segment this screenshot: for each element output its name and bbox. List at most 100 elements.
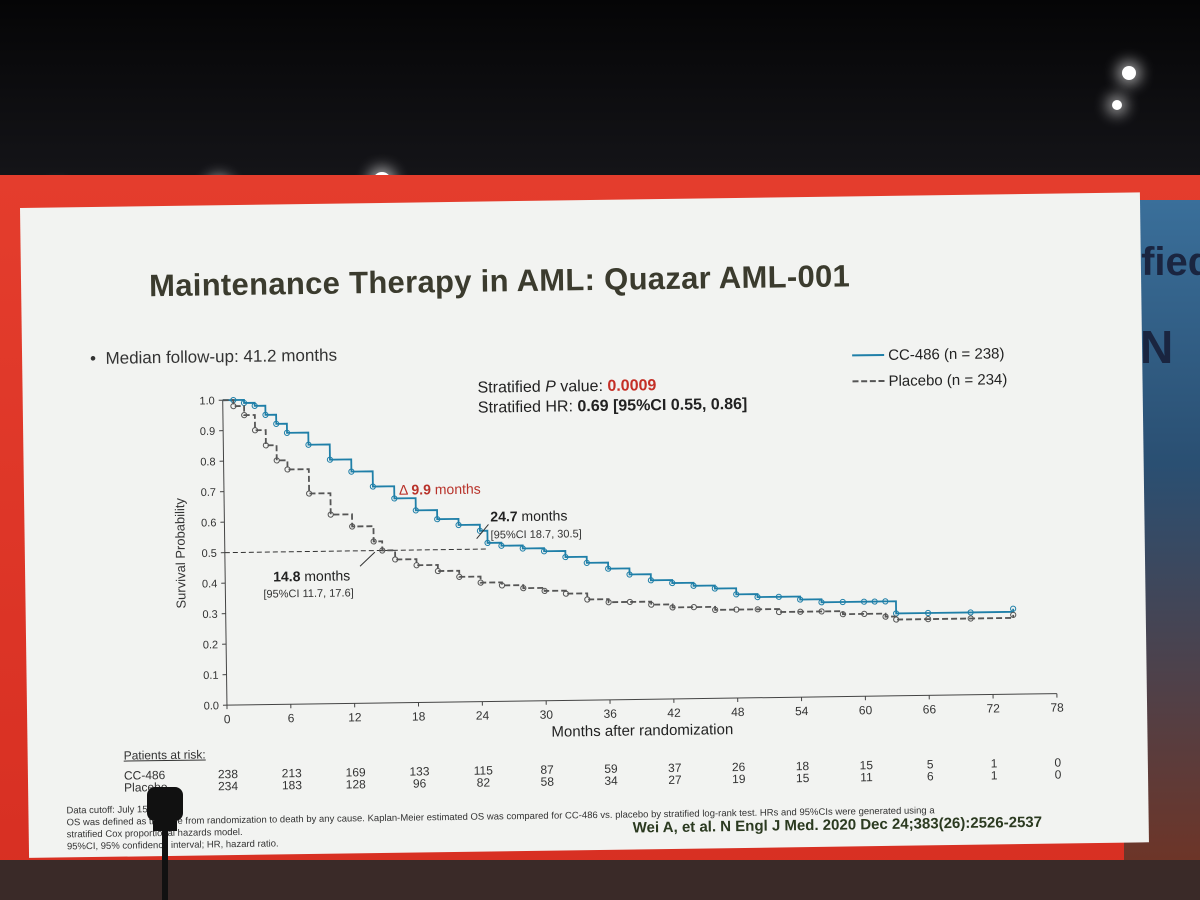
bullet-text: Median follow-up: 41.2 months: [105, 345, 338, 368]
legend-swatch-solid: [852, 353, 885, 357]
y-tick-label: 0.8: [200, 456, 215, 468]
placebo-median-ci: [95%CI 11.7, 17.6]: [263, 587, 353, 600]
cc486-censor-mark: [369, 483, 376, 490]
risk-cell: 82: [476, 775, 491, 790]
ceiling-light: [1122, 66, 1136, 80]
placebo-censor-mark: [893, 616, 900, 623]
ceiling-light: [1112, 100, 1122, 110]
cc486-censor-mark: [583, 559, 590, 566]
placebo-censor-mark: [456, 573, 463, 580]
placebo-censor-mark: [690, 604, 697, 611]
placebo-censor-mark: [839, 611, 847, 618]
camera-silhouette: [147, 787, 183, 900]
median-reference-line: [224, 548, 488, 554]
cc486-censor-mark: [434, 516, 441, 523]
x-tick-label: 72: [986, 701, 1000, 715]
y-tick-label: 0.9: [200, 426, 215, 438]
placebo-median-label: 14.8 months: [273, 567, 350, 584]
y-axis-label: Survival Probability: [172, 497, 189, 608]
cc486-censor-mark: [967, 609, 974, 616]
cc486-censor-mark: [1010, 605, 1017, 612]
placebo-median-pointer: [359, 551, 376, 567]
placebo-censor-mark: [626, 598, 634, 606]
placebo-censor-mark: [498, 582, 506, 589]
risk-cell: 11: [860, 770, 873, 785]
y-tick-label: 0.5: [201, 548, 216, 560]
placebo-censor-mark: [273, 457, 280, 464]
risk-cell: 58: [540, 774, 555, 789]
y-tick-label: 0.7: [201, 487, 216, 499]
risk-cell: 0: [1054, 767, 1062, 782]
cc486-censor-mark: [262, 411, 269, 418]
cc486-censor-mark: [455, 521, 462, 529]
placebo-censor-mark: [284, 466, 291, 473]
cc486-median-pointer: [476, 524, 489, 539]
y-tick-label: 1.0: [199, 395, 214, 407]
cc486-censor-mark: [860, 598, 868, 605]
cc486-censor-mark: [797, 596, 804, 603]
x-tick-label: 54: [795, 704, 809, 718]
cc486-censor-mark: [647, 577, 655, 584]
km-chart: 0 6 12 18 24 30 36 42 48 54 60 66 72 78 0.0 0.1 0.2 0.3 0.…: [172, 395, 1064, 741]
placebo-censor-mark: [605, 599, 612, 606]
x-tick-label: 30: [540, 708, 554, 722]
risk-cell: 96: [412, 776, 427, 791]
placebo-censor-mark: [262, 442, 270, 449]
cc486-censor-mark: [348, 468, 355, 475]
cc486-censor-mark: [412, 507, 419, 514]
cc486-censor-mark: [498, 542, 505, 549]
placebo-censor-mark: [327, 511, 334, 518]
risk-cell: 128: [345, 777, 366, 792]
cc486-censor-mark: [754, 593, 761, 601]
risk-cell: 6: [926, 769, 934, 784]
y-tick-label: 0.0: [204, 700, 219, 712]
side-screen-text: N: [1140, 321, 1174, 373]
cc486-censor-mark: [391, 495, 398, 502]
placebo-censor-mark: [251, 427, 259, 434]
x-tick-label: 6: [288, 711, 295, 725]
placebo-censor-mark: [967, 615, 974, 622]
cc486-censor-mark: [839, 598, 846, 606]
placebo-censor-mark: [520, 585, 527, 592]
placebo-censor-mark: [434, 567, 442, 575]
cc486-censor-mark: [690, 582, 697, 589]
placebo-censor-mark: [562, 590, 570, 597]
x-tick-label: 24: [476, 708, 490, 722]
x-axis-label: Months after randomization: [551, 721, 733, 741]
x-tick-label: 12: [348, 710, 362, 724]
chart-annotations: Δ 9.9 months 24.7 months [95%CI 18.7, 30…: [263, 481, 581, 601]
risk-cell: 27: [668, 772, 682, 788]
side-screen-text: ified: [1130, 240, 1200, 284]
legend-label: CC-486 (n = 238): [888, 344, 1005, 364]
placebo-censor-mark: [230, 403, 237, 410]
x-tick-label: 36: [603, 707, 617, 721]
placebo-censor-mark: [541, 587, 548, 595]
placebo-censor-mark: [584, 596, 591, 603]
x-axis-line: [226, 693, 1057, 706]
risk-table-title: Patients at risk:: [123, 747, 206, 763]
y-tick-label: 0.6: [201, 517, 216, 529]
risk-cell: 183: [281, 778, 303, 793]
stage-floor: [0, 860, 1200, 900]
cc486-censor-mark: [251, 402, 258, 409]
placebo-censor-mark: [349, 523, 356, 530]
placebo-censor-mark: [775, 608, 783, 616]
chart-axes: 0 6 12 18 24 30 36 42 48 54 60 66 72 78 0.0 0.1 0.2 0.3 0.…: [172, 395, 1064, 741]
risk-cell: 1: [990, 768, 998, 783]
cc486-censor-mark: [626, 571, 633, 578]
placebo-censor-mark: [241, 412, 248, 419]
cc486-censor-mark: [273, 420, 280, 427]
placebo-censor-mark: [925, 616, 932, 623]
risk-cell: 234: [217, 779, 239, 794]
y-tick-label: 0.2: [203, 639, 218, 651]
x-tick-label: 66: [923, 702, 937, 716]
cc486-censor-mark: [924, 609, 932, 617]
placebo-censor-mark: [413, 562, 420, 569]
y-tick-label: 0.3: [202, 609, 217, 621]
presentation-slide: Maintenance Therapy in AML: Quazar AML-0…: [20, 192, 1149, 858]
y-tick-label: 0.4: [202, 578, 217, 590]
placebo-censor-mark: [379, 547, 386, 554]
placebo-censor-mark: [733, 606, 740, 613]
median-dashed-line: [224, 548, 488, 554]
placebo-censor-mark: [882, 613, 889, 620]
